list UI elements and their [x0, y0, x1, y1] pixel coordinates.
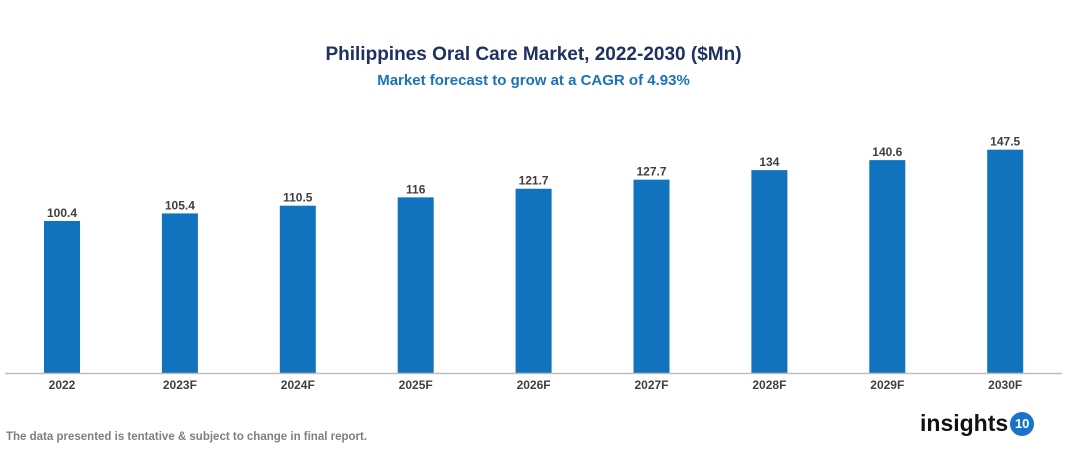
- x-tick-label: 2025F: [399, 378, 433, 392]
- bar-2028F: [751, 170, 788, 373]
- chart-subtitle: Market forecast to grow at a CAGR of 4.9…: [377, 72, 690, 89]
- data-label: 121.7: [519, 174, 549, 188]
- data-label: 127.7: [636, 165, 666, 179]
- data-label: 134: [759, 155, 779, 169]
- logo-text: insights: [920, 410, 1009, 436]
- bar-2027F: [633, 179, 670, 373]
- x-tick-label: 2023F: [163, 378, 197, 392]
- data-label: 100.4: [47, 206, 77, 220]
- bar-2023F: [161, 213, 198, 373]
- data-label: 116: [406, 182, 426, 196]
- footnote: The data presented is tentative & subjec…: [6, 431, 368, 443]
- x-tick-label: 2030F: [988, 378, 1022, 392]
- bar-2024F: [279, 205, 316, 373]
- bar-2022: [44, 220, 80, 373]
- x-tick-label: 2028F: [752, 378, 786, 392]
- x-tick-label: 2024F: [281, 378, 315, 392]
- x-tick-label: 2022: [49, 378, 76, 392]
- insights10-logo: insights 10: [920, 410, 1035, 437]
- x-tick-label: 2027F: [634, 378, 668, 392]
- bar-2029F: [869, 160, 906, 373]
- data-label: 147.5: [990, 135, 1020, 149]
- data-label: 105.4: [165, 198, 195, 212]
- data-label: 140.6: [872, 145, 902, 159]
- logo-badge: 10: [1010, 411, 1035, 436]
- data-label: 110.5: [283, 191, 313, 205]
- bar-2030F: [987, 149, 1024, 373]
- chart-title: Philippines Oral Care Market, 2022-2030 …: [325, 44, 742, 65]
- x-tick-label: 2029F: [870, 378, 904, 392]
- bar-2025F: [397, 197, 434, 373]
- x-tick-label: 2026F: [517, 378, 551, 392]
- bar-2026F: [515, 188, 552, 373]
